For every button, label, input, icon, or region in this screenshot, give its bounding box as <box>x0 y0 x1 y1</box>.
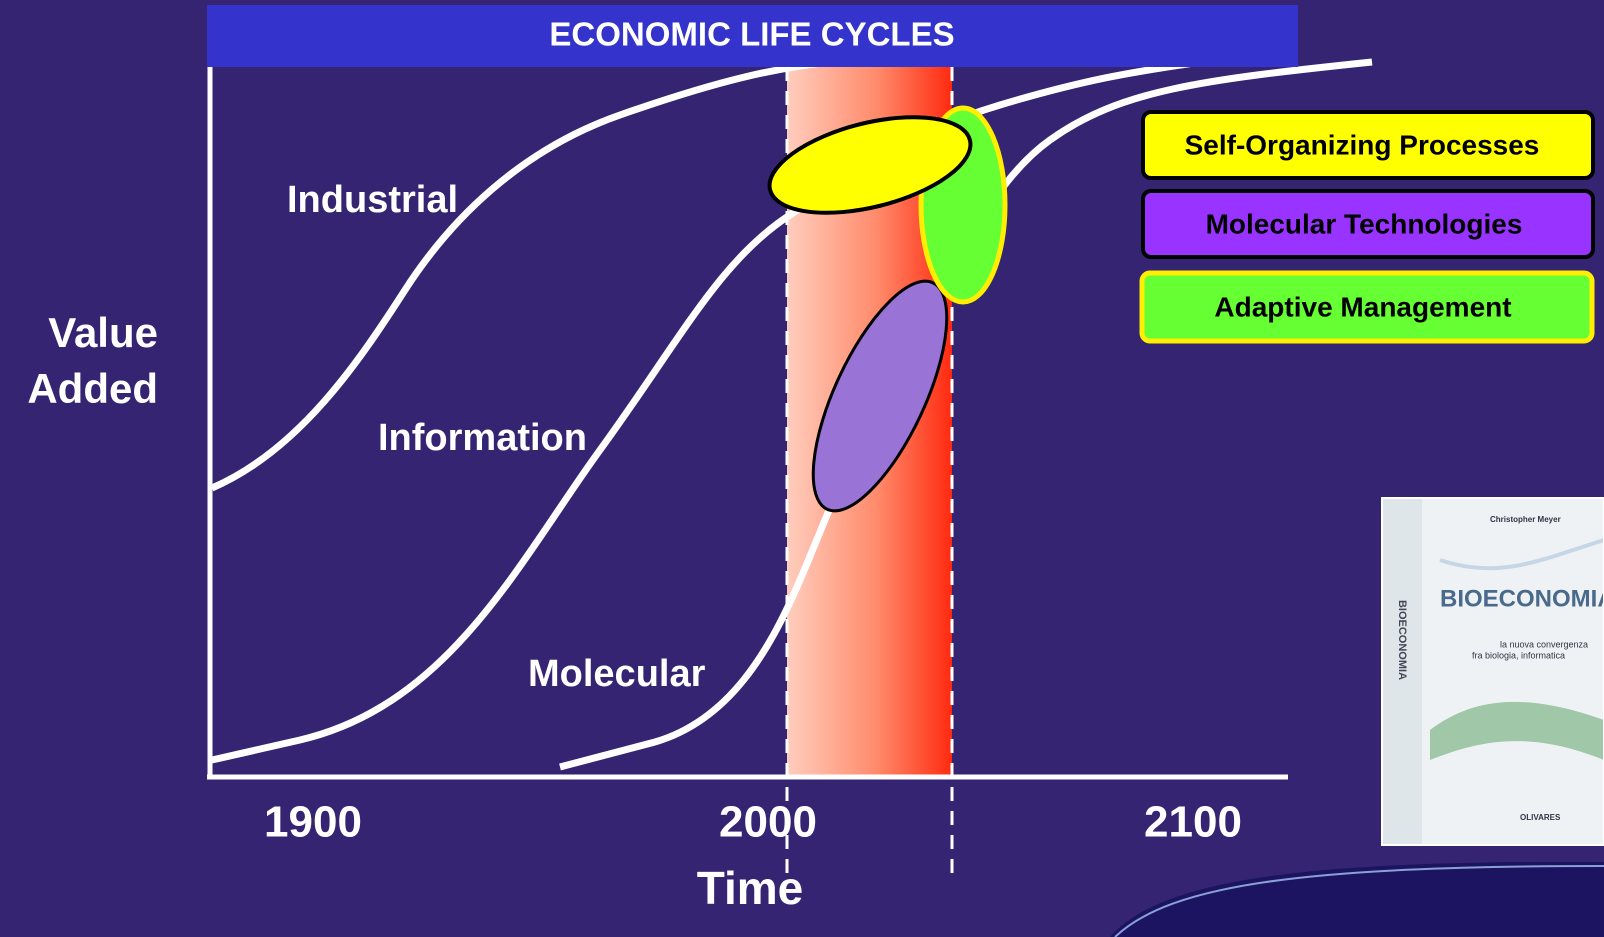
y-axis-label: Added <box>27 365 158 412</box>
x-tick-label: 1900 <box>264 798 362 847</box>
book-subtitle: fra biologia, informatica <box>1472 650 1565 660</box>
book-subtitle: la nuova convergenza <box>1500 639 1588 649</box>
curve-label: Information <box>378 417 587 459</box>
curve-label: Molecular <box>528 653 706 695</box>
legend-label: Self-Organizing Processes <box>1185 129 1540 160</box>
page: ECONOMIC LIFE CYCLES Industrial Informat… <box>0 0 1604 937</box>
book-title: BIOECONOMIA <box>1440 585 1604 612</box>
curve-label: Industrial <box>287 179 458 221</box>
legend-label: Molecular Technologies <box>1206 208 1523 239</box>
book-publisher: OLIVARES <box>1520 813 1561 822</box>
slide: ECONOMIC LIFE CYCLES Industrial Informat… <box>0 0 1604 937</box>
book-cover: Christopher Meyer BIOECONOMIA BIOECONOMI… <box>1382 498 1604 845</box>
y-axis-label: Value <box>48 309 158 356</box>
book-author: Christopher Meyer <box>1490 515 1561 524</box>
title: ECONOMIC LIFE CYCLES <box>549 16 954 53</box>
book-spine-title: BIOECONOMIA <box>1396 600 1408 680</box>
x-tick-label: 2100 <box>1144 798 1242 847</box>
x-axis-label: Time <box>697 862 804 914</box>
x-tick-label: 2000 <box>719 798 817 847</box>
legend-label: Adaptive Management <box>1214 291 1511 322</box>
